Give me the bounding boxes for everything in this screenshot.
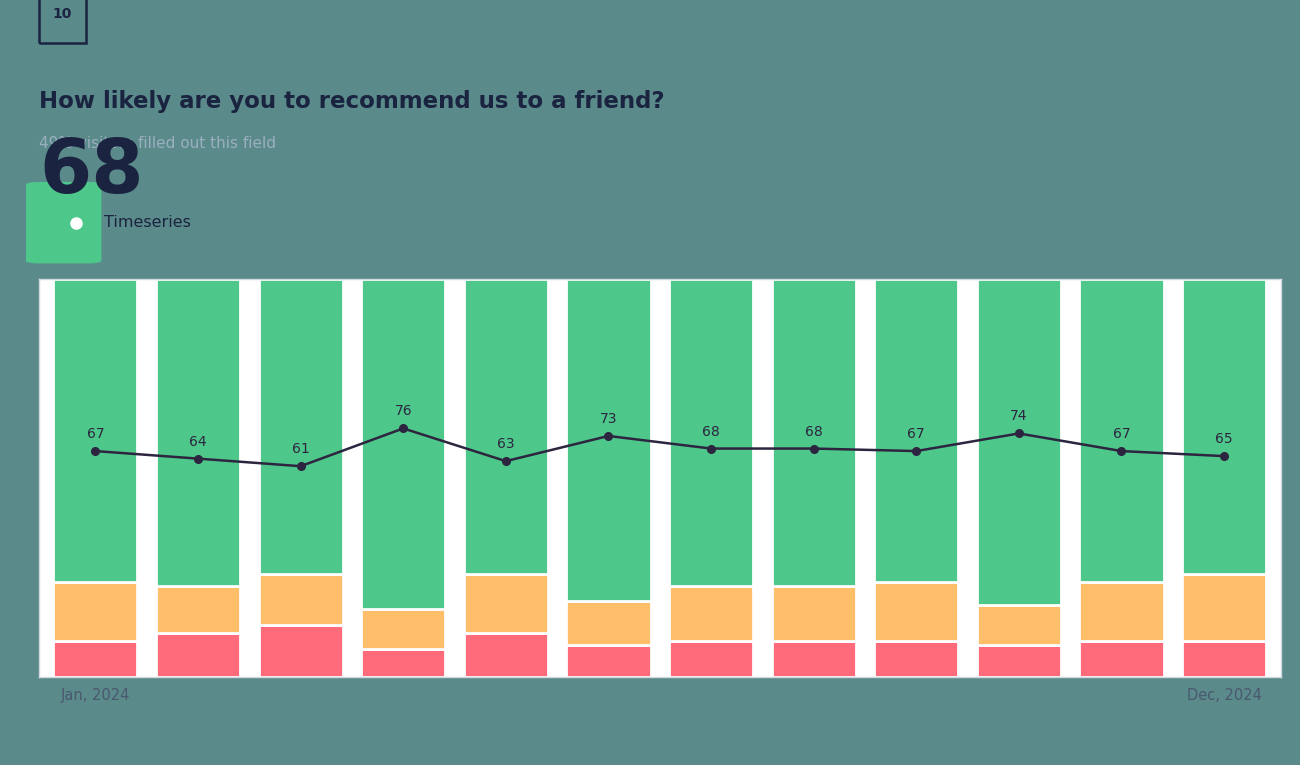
Bar: [259, 279, 343, 574]
Bar: [670, 279, 753, 585]
Bar: [874, 581, 958, 641]
Bar: [53, 279, 138, 581]
Text: 68: 68: [39, 136, 143, 209]
Text: 49% visitors filled out this field: 49% visitors filled out this field: [39, 136, 276, 151]
Text: 65: 65: [1216, 432, 1232, 446]
Bar: [53, 641, 138, 677]
Bar: [1079, 641, 1164, 677]
Bar: [976, 605, 1061, 645]
Text: 64: 64: [190, 435, 207, 449]
Bar: [772, 585, 855, 641]
Text: 10: 10: [53, 7, 72, 21]
Bar: [156, 585, 240, 633]
Bar: [464, 633, 547, 677]
Bar: [361, 649, 446, 677]
Bar: [464, 574, 547, 633]
Bar: [156, 633, 240, 677]
Bar: [567, 279, 650, 601]
Bar: [259, 574, 343, 625]
Text: 67: 67: [1113, 427, 1130, 441]
Bar: [1079, 279, 1164, 581]
Bar: [361, 610, 446, 649]
Bar: [874, 279, 958, 581]
Bar: [1079, 581, 1164, 641]
Text: 67: 67: [907, 427, 926, 441]
Bar: [976, 645, 1061, 677]
Text: 68: 68: [805, 425, 823, 438]
Text: 61: 61: [291, 442, 309, 456]
Bar: [976, 279, 1061, 605]
Text: 68: 68: [702, 425, 720, 438]
Bar: [361, 279, 446, 610]
Bar: [874, 641, 958, 677]
Text: 73: 73: [599, 412, 618, 426]
Bar: [772, 279, 855, 585]
Text: 74: 74: [1010, 409, 1027, 424]
Bar: [464, 279, 547, 574]
Bar: [567, 601, 650, 645]
Bar: [567, 645, 650, 677]
Bar: [1182, 641, 1266, 677]
FancyBboxPatch shape: [26, 182, 101, 263]
Bar: [156, 279, 240, 585]
Bar: [1182, 279, 1266, 574]
Bar: [670, 641, 753, 677]
Bar: [53, 581, 138, 641]
Text: 76: 76: [394, 405, 412, 418]
Text: 63: 63: [497, 438, 515, 451]
Bar: [1182, 574, 1266, 641]
Text: Timeseries: Timeseries: [104, 215, 191, 230]
Text: How likely are you to recommend us to a friend?: How likely are you to recommend us to a …: [39, 90, 664, 112]
Bar: [670, 585, 753, 641]
Bar: [772, 641, 855, 677]
Text: 67: 67: [87, 427, 104, 441]
Bar: [259, 625, 343, 677]
